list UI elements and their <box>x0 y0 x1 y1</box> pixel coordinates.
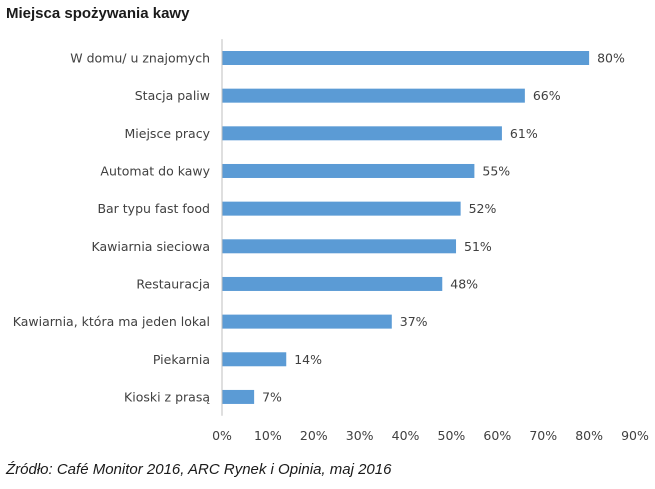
category-label: Bar typu fast food <box>97 201 210 216</box>
source-note: Źródło: Café Monitor 2016, ARC Rynek i O… <box>6 461 392 478</box>
category-label: Miejsce pracy <box>125 126 211 141</box>
category-label: Automat do kawy <box>100 163 210 178</box>
bar-0 <box>222 51 590 65</box>
x-tick-label: 70% <box>529 428 557 443</box>
chart-title: Miejsca spożywania kawy <box>6 5 190 22</box>
category-label: Piekarnia <box>153 352 210 367</box>
bar-9 <box>222 389 255 404</box>
bar-1 <box>222 88 525 103</box>
x-tick-label: 0% <box>212 428 232 443</box>
x-tick-label: 80% <box>575 428 603 443</box>
value-label: 55% <box>482 163 510 178</box>
x-tick-label: 20% <box>300 428 328 443</box>
value-label: 61% <box>510 126 538 141</box>
category-label: Kioski z prasą <box>124 389 210 404</box>
bar-7 <box>222 314 392 329</box>
category-label: Stacja paliw <box>135 88 210 103</box>
x-tick-label: 10% <box>254 428 282 443</box>
value-label: 52% <box>469 201 497 216</box>
bar-4 <box>222 201 461 216</box>
value-label: 37% <box>400 314 428 329</box>
value-label: 48% <box>450 276 478 291</box>
value-label: 80% <box>597 51 625 66</box>
x-tick-label: 50% <box>438 428 466 443</box>
category-label: Kawiarnia, która ma jeden lokal <box>13 314 210 329</box>
x-tick-label: 60% <box>483 428 511 443</box>
value-label: 14% <box>294 352 322 367</box>
bar-2 <box>222 126 502 141</box>
bar-chart: W domu/ u znajomych 80% Stacja paliw 66% Mie… <box>13 39 649 443</box>
bar-6 <box>222 276 443 291</box>
bar-5 <box>222 239 457 254</box>
category-label: W domu/ u znajomych <box>70 51 210 66</box>
value-label: 66% <box>533 88 561 103</box>
value-label: 51% <box>464 239 492 254</box>
category-label: Restauracja <box>136 276 210 291</box>
x-tick-label: 30% <box>346 428 374 443</box>
value-label: 7% <box>262 389 282 404</box>
bar-8 <box>222 352 287 367</box>
x-tick-label: 90% <box>621 428 649 443</box>
bar-3 <box>222 163 475 178</box>
x-tick-label: 40% <box>392 428 420 443</box>
category-label: Kawiarnia sieciowa <box>92 239 211 254</box>
